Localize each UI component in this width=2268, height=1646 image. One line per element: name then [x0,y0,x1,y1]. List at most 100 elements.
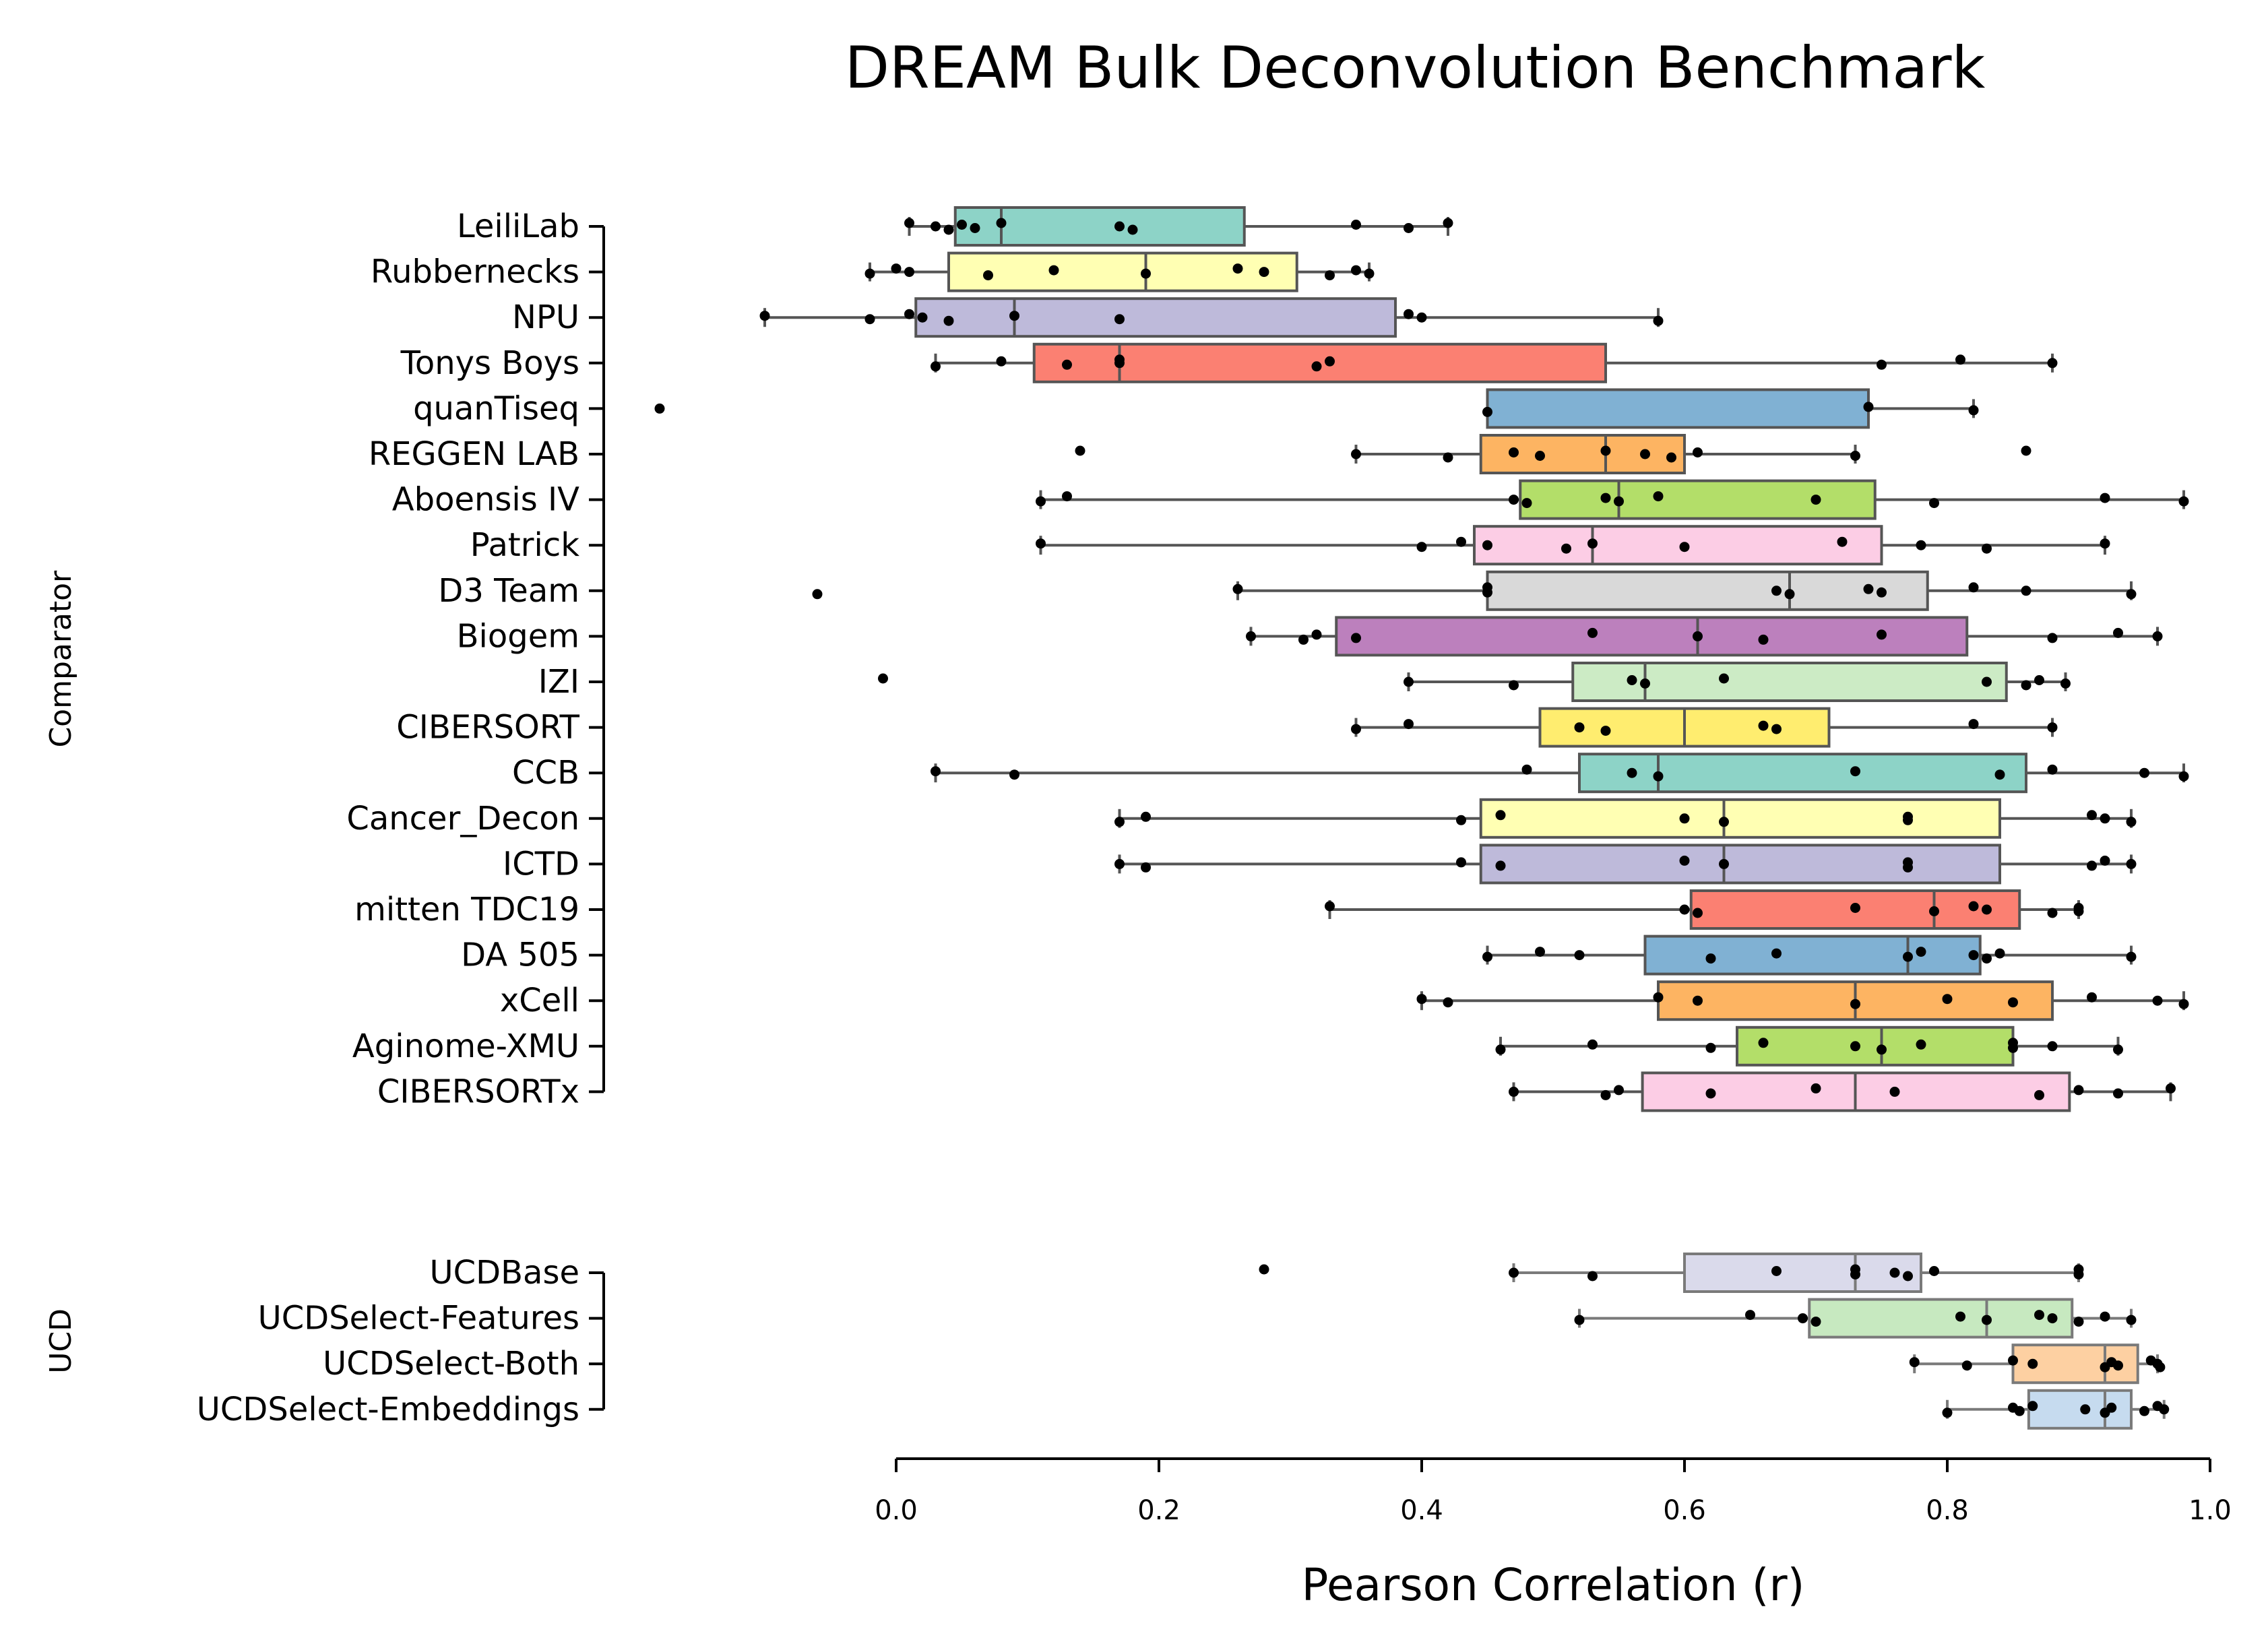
box [1036,479,2189,520]
data-point [1968,582,1979,593]
data-point [2027,1358,2038,1369]
box [1909,1343,2166,1385]
data-point [2126,817,2137,827]
data-point [1482,951,1492,962]
data-point [1653,771,1664,782]
data-point [1653,491,1664,502]
box-iqr [1683,1253,1922,1293]
data-point [1903,1271,1913,1281]
y-group-label: Comparator [44,570,78,748]
y-tick-label: Cancer_Decon [346,800,579,837]
data-point [1416,542,1427,552]
data-point [1942,1407,1953,1418]
data-point [1863,402,1874,412]
y-tick-label: REGGEN LAB [369,435,579,473]
data-point [1758,634,1769,645]
data-point [1075,445,1085,456]
data-point [1114,358,1125,369]
data-point [2047,722,2058,733]
data-point [1982,953,1992,964]
data-point [1587,627,1598,638]
data-point [2139,767,2149,778]
data-point [1561,543,1571,554]
box [1036,525,2110,566]
data-point [1679,813,1690,824]
data-point [1889,1267,1900,1278]
data-point [1246,631,1256,641]
data-point [1521,498,1532,509]
data-point [2100,493,2110,503]
data-point [943,315,954,326]
data-point [2014,1405,2025,1416]
data-point [2100,855,2110,866]
data-point [1968,901,1979,912]
y-tick-label: mitten TDC19 [354,891,579,928]
box-iqr [947,251,1298,292]
box-iqr [1486,570,1929,611]
data-point [1961,1360,1972,1371]
data-point [1443,218,1453,228]
data-point [1600,1089,1611,1100]
data-point [1942,994,1953,1005]
box [864,251,1375,292]
data-point [1495,810,1506,821]
data-point [1443,452,1453,463]
data-point [1850,1041,1860,1052]
box [1495,1025,2123,1067]
data-point [904,218,914,228]
data-point [2008,1038,2018,1048]
data-point [1404,309,1414,319]
y-tick-label: UCDSelect-Embeddings [197,1391,579,1428]
y-tick-label: quanTiseq [413,389,579,427]
box-iqr [1808,1298,2074,1339]
data-point [2073,1317,2084,1327]
data-point [1909,1357,1920,1368]
box-iqr [1571,662,2008,702]
data-point [2152,631,2163,641]
data-point [759,311,770,321]
data-point [1916,947,1926,957]
data-point [2100,813,2110,824]
data-point [1509,447,1519,457]
box [1416,980,2189,1021]
x-tick-label: 0.2 [1137,1495,1180,1526]
data-point [1810,1317,1821,1327]
data-point [1416,312,1427,323]
data-point [917,312,928,323]
box [931,753,2189,794]
data-point [1587,1039,1598,1050]
data-point [2047,908,2058,918]
data-point [1614,1085,1624,1096]
data-point [2100,538,2110,549]
x-tick-label: 0.8 [1926,1495,1969,1526]
data-point [1705,1088,1716,1099]
data-point [1982,904,1992,915]
data-point [1127,224,1138,235]
data-point [1679,855,1690,866]
box-iqr [1032,342,1607,383]
data-point [1745,1310,1755,1321]
data-point [1404,676,1414,687]
data-point [996,356,1007,367]
data-point [1587,1271,1598,1281]
box [1114,798,2137,839]
box [1325,889,2084,930]
data-point [2087,992,2097,1003]
data-point [2021,445,2031,456]
data-point [1810,495,1821,505]
data-point [2047,358,2058,369]
data-point [812,589,823,600]
y-tick-label: NPU [512,298,579,336]
data-point [1443,997,1453,1008]
data-point [2080,1404,2091,1415]
data-point [2155,1362,2166,1372]
data-point [1994,948,2005,959]
data-point [1771,1266,1782,1276]
data-point [1600,493,1611,503]
data-point [904,309,914,319]
data-point [1850,451,1860,461]
data-point [1955,1311,1965,1322]
y-tick-label: xCell [500,982,579,1019]
data-point [2159,1404,2170,1415]
data-point [2113,1044,2123,1055]
